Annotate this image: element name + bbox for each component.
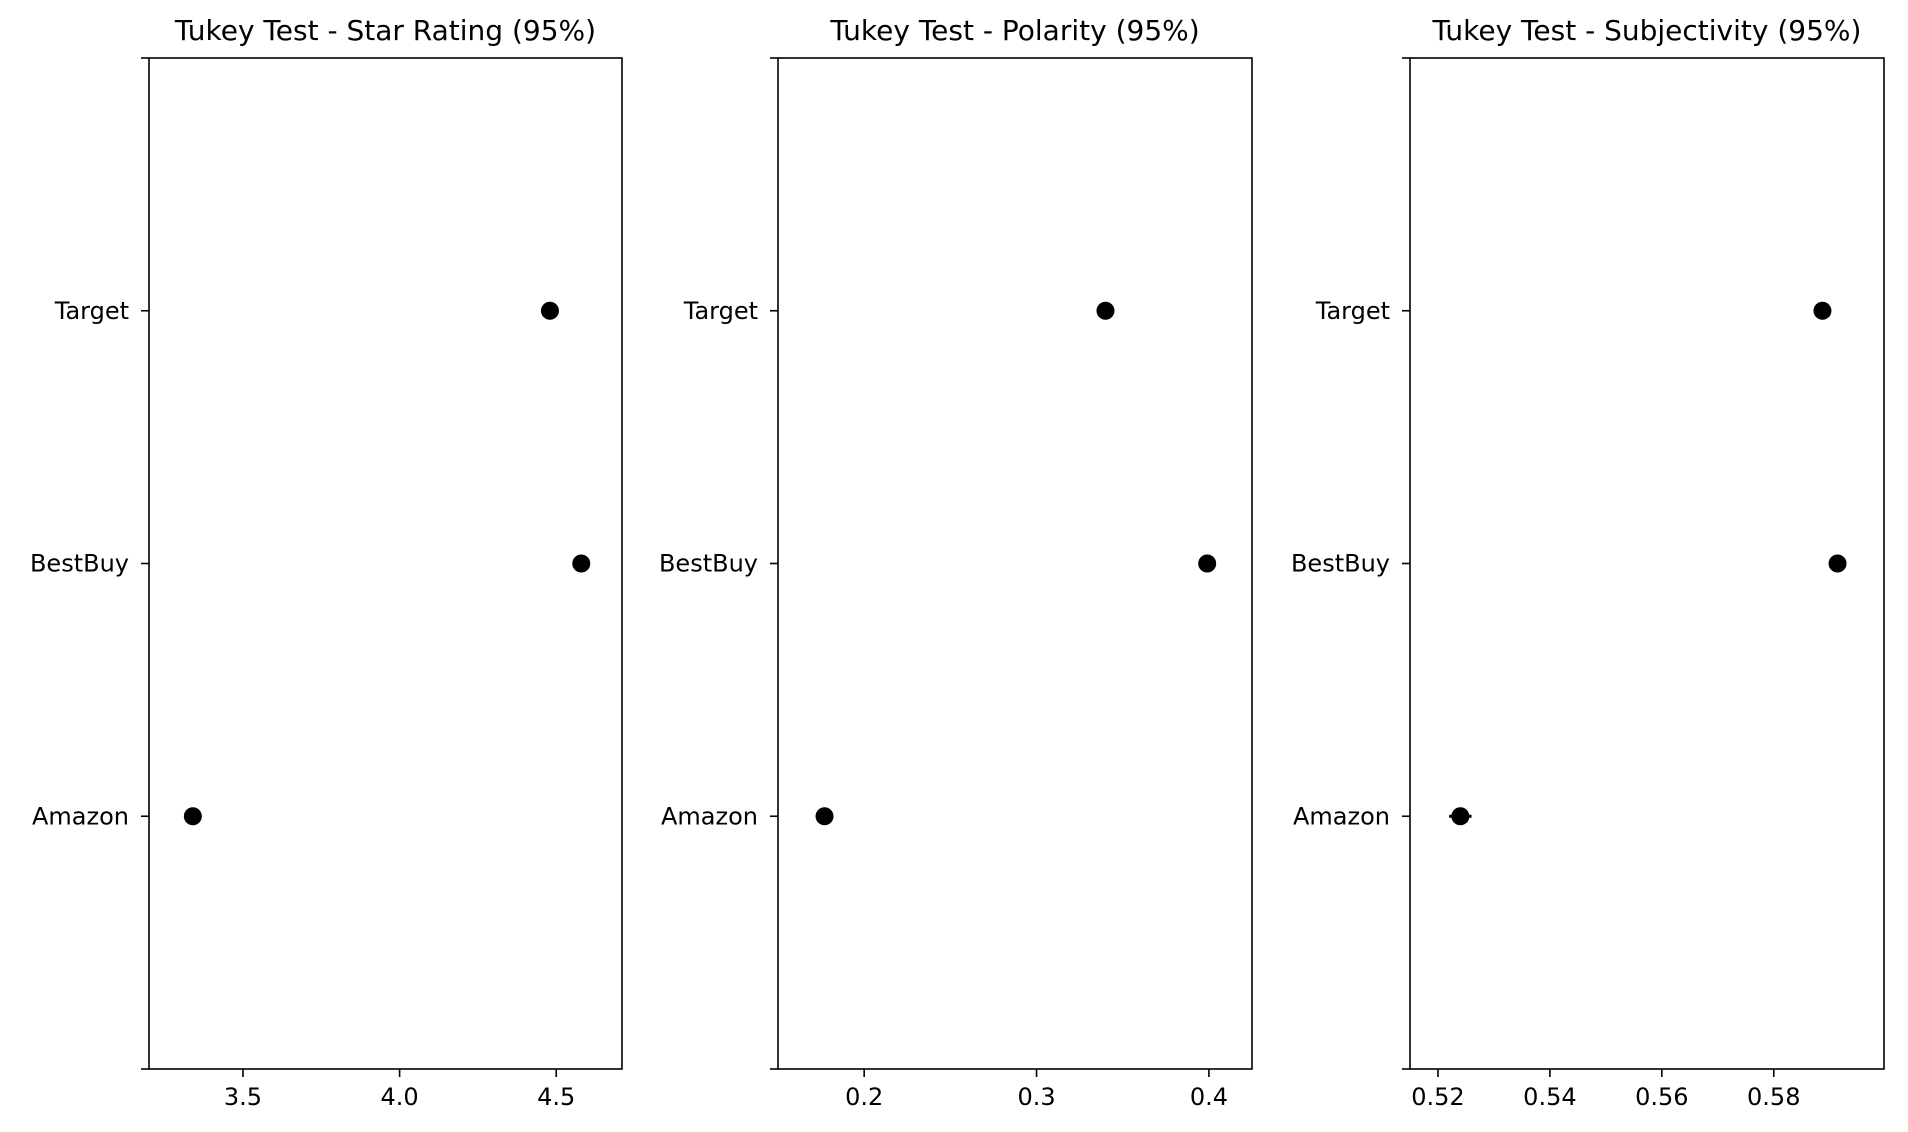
plot-area-frame: [148, 57, 623, 1070]
y-tick-label: Target: [54, 297, 129, 325]
data-point-target: [1813, 301, 1832, 320]
x-tick-label: 0.4: [1190, 1083, 1228, 1111]
plot-area-frame: [1409, 57, 1885, 1070]
data-point-target: [1096, 301, 1115, 320]
chart-panel-3: Tukey Test - Subjectivity (95%) Amazon Bes…: [1291, 14, 1885, 1111]
x-tick-label: 4.5: [537, 1083, 575, 1111]
data-point-amazon: [183, 807, 202, 826]
data-point-target: [540, 301, 559, 320]
data-point-bestbuy: [572, 554, 591, 573]
x-tick-label: 4.0: [381, 1083, 419, 1111]
y-tick-label: Amazon: [661, 802, 758, 830]
y-tick-label: BestBuy: [1291, 550, 1390, 578]
x-tick-label: 0.54: [1523, 1083, 1576, 1111]
x-tick-label: 0.52: [1411, 1083, 1464, 1111]
x-tick-label: 3.5: [224, 1083, 262, 1111]
data-point-amazon: [815, 807, 834, 826]
plot-area-frame: [777, 57, 1253, 1070]
chart-panel-1: Tukey Test - Star Rating (95%) Amazon Best…: [30, 14, 623, 1111]
x-tick-label: 0.56: [1635, 1083, 1688, 1111]
data-point-amazon: [1451, 807, 1470, 826]
chart-title: Tukey Test - Star Rating (95%): [174, 14, 596, 47]
chart-title: Tukey Test - Subjectivity (95%): [1432, 14, 1862, 47]
chart-title: Tukey Test - Polarity (95%): [829, 14, 1199, 47]
y-tick-label: Amazon: [32, 802, 129, 830]
x-tick-label: 0.58: [1747, 1083, 1800, 1111]
y-tick-label: Target: [1315, 297, 1390, 325]
data-point-bestbuy: [1828, 554, 1847, 573]
y-tick-label: BestBuy: [30, 550, 129, 578]
chart-panel-2: Tukey Test - Polarity (95%) Amazon BestBuy…: [659, 14, 1253, 1111]
data-point-bestbuy: [1198, 554, 1217, 573]
y-tick-label: Amazon: [1293, 802, 1390, 830]
x-tick-label: 0.3: [1017, 1083, 1055, 1111]
y-tick-label: Target: [683, 297, 758, 325]
y-tick-label: BestBuy: [659, 550, 758, 578]
x-tick-label: 0.2: [845, 1083, 883, 1111]
